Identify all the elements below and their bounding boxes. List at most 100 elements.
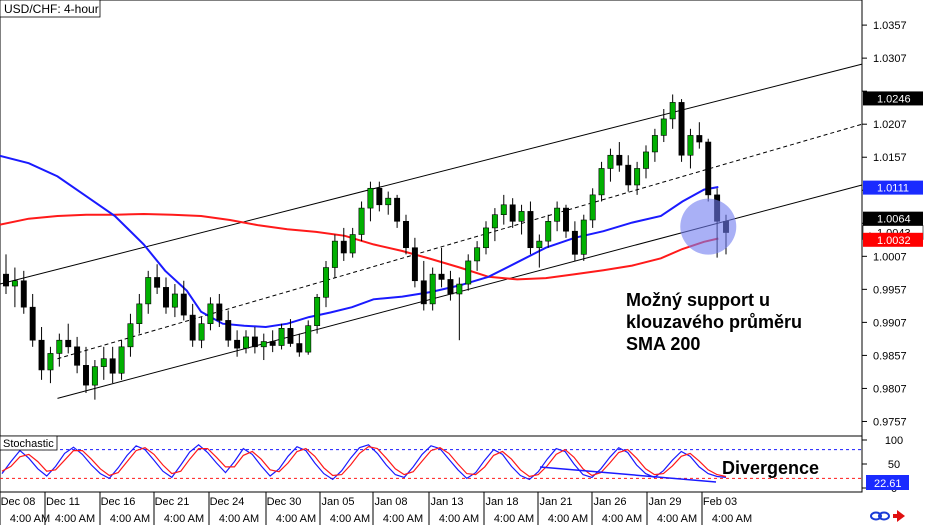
candle [536, 234, 543, 268]
price-tick-label: 1.0207 [873, 119, 907, 131]
price-tick-label: 0.9857 [873, 350, 907, 362]
price-tick-label: 0.9807 [873, 383, 907, 395]
price-marker-label: 1.0111 [877, 183, 909, 195]
arrow-right-icon[interactable] [893, 510, 905, 522]
candle [3, 254, 9, 294]
time-date-label: Jan 21 [539, 496, 572, 508]
support-annotation-line: Možný support u [626, 290, 770, 310]
time-axis[interactable]: Dec 08 4:00 AM Dec 11 4:00 AM Dec 16 4:00 AM D… [0, 491, 862, 525]
candle [216, 293, 223, 327]
stochastic-tick-label: 50 [888, 459, 900, 471]
candle [83, 346, 89, 394]
candle [705, 138, 712, 202]
candle [207, 297, 214, 331]
time-date-label: Jan 29 [648, 496, 681, 508]
candle [571, 221, 578, 261]
candle [260, 333, 267, 361]
time-date-label: Dec 30 [267, 496, 302, 508]
candle [589, 188, 596, 228]
time-hour-label: 4:00 AM [383, 513, 423, 525]
candle [145, 270, 152, 314]
candle [678, 99, 685, 162]
price-marker-label: 1.0064 [877, 214, 911, 226]
candle [607, 148, 614, 182]
candle [465, 254, 472, 291]
price-tick-label: 0.9957 [873, 284, 907, 296]
stochastic-panel[interactable]: Stochastic Divergence [0, 435, 863, 493]
divergence-line [539, 466, 717, 483]
candle [376, 181, 383, 212]
candle [189, 303, 196, 347]
price-marker-box [863, 91, 923, 106]
time-hour-label: 4:00 AM [330, 513, 370, 525]
candle [171, 284, 178, 318]
time-date-label: Dec 24 [210, 496, 245, 508]
candle [385, 191, 392, 215]
candle [580, 214, 587, 261]
candle [429, 267, 436, 311]
price-panel[interactable]: USD/CHF: 4-hour Možný support u klouzavéh… [0, 0, 863, 437]
sma-slow-line [0, 212, 719, 281]
candle [198, 317, 205, 349]
candle [91, 360, 98, 400]
candle [509, 198, 516, 228]
time-date-label: Jan 26 [593, 496, 626, 508]
time-hour-label: 4:00 AM [657, 513, 697, 525]
candle [331, 234, 338, 278]
time-date-label: Jan 18 [485, 496, 518, 508]
candle [651, 128, 658, 162]
stochastic-current-value: 22.61 [874, 478, 902, 490]
price-marker-label: 1.0246 [877, 93, 911, 105]
moving-averages [0, 154, 719, 329]
candle [500, 194, 507, 225]
time-hour-label: 4:00 AM [10, 513, 50, 525]
candle [367, 181, 374, 222]
price-marker-box [863, 180, 923, 195]
candle [411, 237, 418, 288]
candle [491, 208, 498, 242]
candle [447, 270, 454, 301]
time-hour-label: 4:00 AM [276, 513, 316, 525]
candle [287, 319, 294, 347]
candle [109, 346, 116, 384]
stochastic-axis[interactable]: 050100 22.61 [861, 435, 909, 495]
candle [474, 241, 481, 271]
candle [598, 161, 605, 202]
chart-controls[interactable] [870, 510, 905, 522]
divergence-annotation: Divergence [722, 458, 819, 478]
candle [38, 327, 45, 380]
candle [438, 247, 445, 288]
time-date-label: Jan 08 [374, 496, 407, 508]
time-hour-label: 4:00 AM [164, 513, 204, 525]
time-hour-label: 4:00 AM [712, 513, 752, 525]
candle [314, 293, 321, 334]
price-marker-box [863, 232, 923, 247]
time-date-label: Dec 11 [46, 496, 80, 508]
sma-fast-line [0, 154, 719, 329]
candle [323, 260, 329, 308]
candle [278, 323, 285, 350]
candle [74, 336, 81, 374]
price-tick-label: 1.0157 [873, 152, 907, 164]
candle [394, 194, 401, 228]
candle [29, 293, 36, 347]
time-hour-label: 4:00 AM [219, 513, 259, 525]
price-tick-label: 0.9907 [873, 317, 907, 329]
channel-line [0, 63, 863, 285]
price-tick-label: 1.0307 [873, 53, 907, 65]
time-hour-label: 4:00 AM [494, 513, 534, 525]
stochastic-tick-label: 100 [885, 435, 903, 447]
candle [643, 145, 649, 179]
stochastic-title-box [0, 435, 58, 451]
time-date-label: Dec 16 [101, 496, 136, 508]
price-axis[interactable]: 0.9757 0.9807 0.9857 0.9907 0.9957 1.0007 1.01… [861, 0, 924, 436]
candle [251, 327, 258, 354]
time-date-label: Jan 13 [430, 496, 463, 508]
price-tick-label: 1.0007 [873, 251, 907, 263]
candle [696, 122, 703, 149]
link-icon[interactable] [870, 511, 890, 521]
time-hour-label: 4:00 AM [548, 513, 588, 525]
candle [456, 277, 463, 341]
